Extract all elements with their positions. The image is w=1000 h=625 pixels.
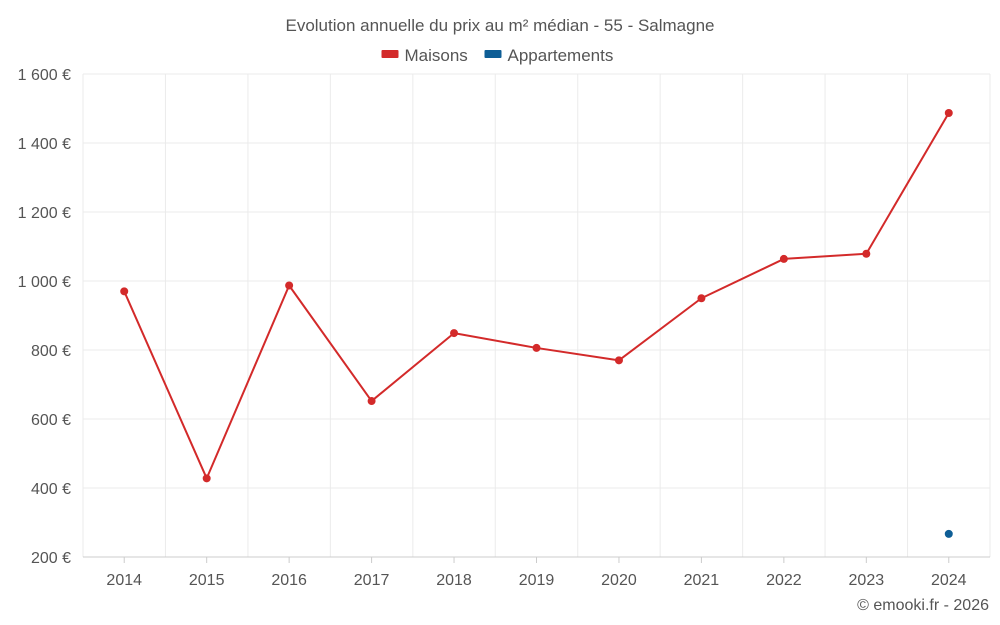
y-tick-label: 600 € [31, 412, 71, 429]
y-tick-label: 1 000 € [18, 274, 71, 291]
x-tick-label: 2015 [189, 572, 225, 589]
y-tick-label: 800 € [31, 343, 71, 360]
data-point-maisons-2016 [285, 281, 294, 290]
x-tick-label: 2019 [519, 572, 555, 589]
y-tick-label: 200 € [31, 550, 71, 567]
legend-swatch-appartements [484, 50, 502, 58]
legend: Maisons Appartements [381, 46, 614, 65]
y-tick-label: 1 600 € [18, 67, 71, 84]
data-point-maisons-2017 [367, 397, 376, 406]
x-tick-label: 2020 [601, 572, 637, 589]
data-point-maisons-2023 [862, 249, 871, 258]
credit-text: © emooki.fr - 2026 [857, 597, 989, 614]
data-point-maisons-2024 [944, 108, 953, 117]
gridlines [82, 73, 991, 557]
y-axis: 200 € 400 € 600 € 800 € 1 000 € 1 200 € 1 400 … [18, 67, 71, 567]
data-point-maisons-2018 [450, 329, 459, 338]
x-tick-label: 2022 [766, 572, 802, 589]
y-tick-label: 1 200 € [18, 205, 71, 222]
data-point-maisons-2019 [532, 343, 541, 352]
x-tick-label: 2016 [271, 572, 307, 589]
x-tick-label: 2024 [931, 572, 967, 589]
x-tick-label: 2017 [354, 572, 390, 589]
data-point-appartements-2024 [944, 529, 953, 538]
data-point-maisons-2022 [779, 254, 788, 263]
x-tick-label: 2018 [436, 572, 472, 589]
x-axis: 2014 2015 2016 2017 2018 2019 2020 2021 2022 2023… [83, 556, 990, 589]
x-tick-label: 2023 [849, 572, 885, 589]
x-tick-label: 2021 [684, 572, 720, 589]
data-point-maisons-2014 [120, 287, 129, 296]
x-tick-label: 2014 [106, 572, 142, 589]
chart-title: Evolution annuelle du prix au m² médian … [285, 16, 714, 35]
data-point-maisons-2020 [614, 356, 623, 365]
legend-label-appartements: Appartements [508, 46, 614, 65]
legend-swatch-maisons [381, 50, 399, 58]
data-point-maisons-2021 [697, 294, 706, 303]
y-tick-label: 400 € [31, 481, 71, 498]
series-group [120, 108, 953, 538]
legend-label-maisons: Maisons [405, 46, 468, 65]
y-tick-label: 1 400 € [18, 136, 71, 153]
data-point-maisons-2015 [202, 474, 211, 483]
